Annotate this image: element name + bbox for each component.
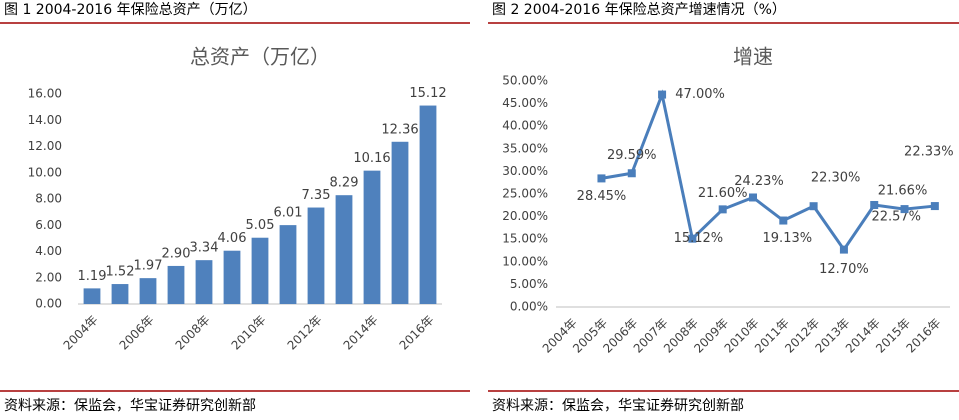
bar [391, 141, 409, 304]
y-tick-label: 0.00 [35, 297, 62, 311]
marker [597, 174, 606, 183]
value-label: 2.90 [162, 246, 191, 261]
bar [307, 207, 325, 304]
marker [688, 234, 697, 243]
y-tick-label: 0.00% [510, 300, 548, 314]
source-note: 资料来源：保监会，华宝证券研究创新部 [492, 398, 744, 414]
value-label: 4.06 [218, 231, 247, 246]
value-label: 19.13% [763, 231, 813, 246]
value-label: 6.01 [274, 206, 303, 221]
y-tick-label: 25.00% [502, 187, 548, 201]
y-tick-label: 45.00% [502, 96, 548, 110]
x-tick-label: 2014年 [341, 313, 381, 353]
value-label: 22.33% [904, 145, 954, 160]
value-label: 12.70% [819, 262, 869, 277]
figure-caption: 图 2 2004-2016 年保险总资产增速情况（%） [492, 2, 786, 18]
y-tick-label: 8.00 [35, 192, 62, 206]
value-label: 10.16 [353, 151, 390, 166]
y-tick-label: 12.00 [28, 139, 62, 153]
y-tick-label: 20.00% [502, 209, 548, 223]
value-label: 21.66% [878, 184, 928, 199]
bar [223, 250, 241, 304]
line [601, 89, 935, 253]
y-tick-label: 10.00 [28, 165, 62, 179]
value-label: 22.57% [871, 209, 921, 224]
y-tick-label: 6.00 [35, 218, 62, 232]
bar [251, 237, 269, 304]
y-tick-label: 4.00 [35, 244, 62, 258]
chart-title: 增速 [733, 45, 773, 69]
y-tick-label: 2.00 [35, 270, 62, 284]
y-tick-label: 14.00 [28, 113, 62, 127]
marker [930, 202, 939, 211]
value-label: 3.34 [190, 241, 219, 256]
marker [749, 193, 757, 202]
bar [279, 225, 297, 304]
bar [139, 278, 157, 304]
y-tick-label: 50.00% [502, 74, 548, 88]
marker [658, 90, 667, 99]
marker [809, 202, 818, 211]
value-label: 1.52 [106, 265, 135, 280]
bar [83, 288, 101, 304]
y-tick-label: 16.00 [28, 87, 62, 101]
value-label: 47.00% [675, 87, 725, 102]
bar [419, 105, 437, 304]
value-label: 5.05 [246, 218, 275, 233]
value-label: 15.12% [674, 231, 724, 246]
x-tick-label: 2010年 [229, 313, 269, 353]
marker [779, 216, 788, 225]
value-label: 24.23% [734, 174, 784, 189]
x-tick-label: 2012年 [285, 313, 325, 353]
bar [335, 195, 353, 304]
marker [718, 205, 727, 214]
bar [167, 265, 185, 304]
chart-title: 总资产（万亿） [190, 45, 330, 69]
x-tick-label: 2006年 [117, 313, 157, 353]
value-label: 29.59% [607, 148, 657, 163]
marker [900, 205, 909, 214]
value-label: 1.19 [78, 269, 107, 284]
value-label: 15.12 [409, 86, 446, 101]
source-note: 资料来源：保监会，华宝证券研究创新部 [4, 398, 256, 414]
y-tick-label: 40.00% [502, 119, 548, 133]
x-tick-label: 2016年 [397, 313, 437, 353]
y-tick-label: 10.00% [502, 254, 548, 268]
value-label: 28.45% [577, 189, 627, 204]
x-tick-label: 2016年 [903, 316, 943, 356]
value-label: 8.29 [330, 176, 359, 191]
marker [870, 200, 879, 209]
value-label: 12.36 [381, 122, 418, 137]
value-label: 1.97 [134, 259, 163, 274]
bar [195, 260, 213, 304]
value-label: 7.35 [302, 188, 331, 203]
value-label: 22.30% [811, 171, 861, 186]
x-tick-label: 2008年 [173, 313, 213, 353]
bar [111, 284, 129, 304]
bar [363, 170, 381, 304]
y-tick-label: 30.00% [502, 164, 548, 178]
value-label: 21.60% [698, 186, 748, 201]
x-tick-label: 2004年 [61, 313, 101, 353]
y-tick-label: 15.00% [502, 232, 548, 246]
y-tick-label: 5.00% [510, 277, 548, 291]
y-tick-label: 35.00% [502, 141, 548, 155]
figure-caption: 图 1 2004-2016 年保险总资产（万亿） [4, 2, 257, 18]
marker [627, 169, 636, 178]
marker [839, 245, 848, 254]
